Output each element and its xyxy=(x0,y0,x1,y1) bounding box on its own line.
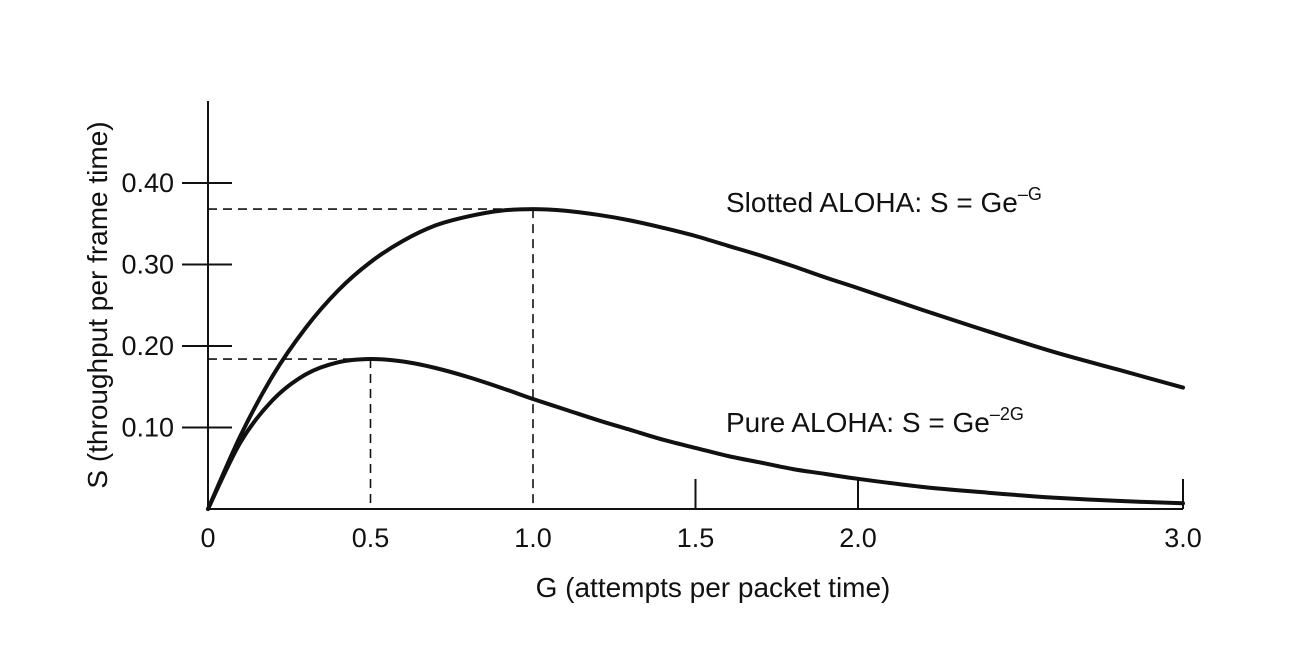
x-tick-label: 0 xyxy=(200,523,215,553)
labels: G (attempts per packet time) S (throughp… xyxy=(82,121,1042,603)
curves xyxy=(206,207,1185,511)
ticks: 0.10 0.20 0.30 0.40 0 0.5 1.0 1.5 2.0 3.0 xyxy=(121,168,1201,553)
slotted-aloha-curve xyxy=(206,207,1185,511)
reference-lines xyxy=(208,208,534,509)
y-tick-label: 0.30 xyxy=(121,250,174,280)
slotted-aloha-label: Slotted ALOHA: S = Ge–G xyxy=(726,184,1042,218)
x-tick-label: 3.0 xyxy=(1164,523,1202,553)
y-axis-title: S (throughput per frame time) xyxy=(82,121,113,488)
pure-aloha-label-exponent: –2G xyxy=(990,404,1024,424)
y-tick-label: 0.20 xyxy=(121,331,174,361)
pure-aloha-label: Pure ALOHA: S = Ge–2G xyxy=(726,404,1024,438)
x-axis-title: G (attempts per packet time) xyxy=(536,572,891,603)
x-tick-label: 1.0 xyxy=(514,523,552,553)
x-tick-label: 1.5 xyxy=(677,523,715,553)
y-tick-label: 0.10 xyxy=(121,413,174,443)
y-tick-label: 0.40 xyxy=(121,168,174,198)
x-tick-label: 2.0 xyxy=(839,523,877,553)
slotted-aloha-label-text: Slotted ALOHA: S = Ge xyxy=(726,187,1018,218)
x-tick-label: 0.5 xyxy=(352,523,390,553)
pure-aloha-label-text: Pure ALOHA: S = Ge xyxy=(726,407,990,438)
slotted-aloha-label-exponent: –G xyxy=(1018,184,1042,204)
pure-aloha-curve xyxy=(206,356,1185,511)
